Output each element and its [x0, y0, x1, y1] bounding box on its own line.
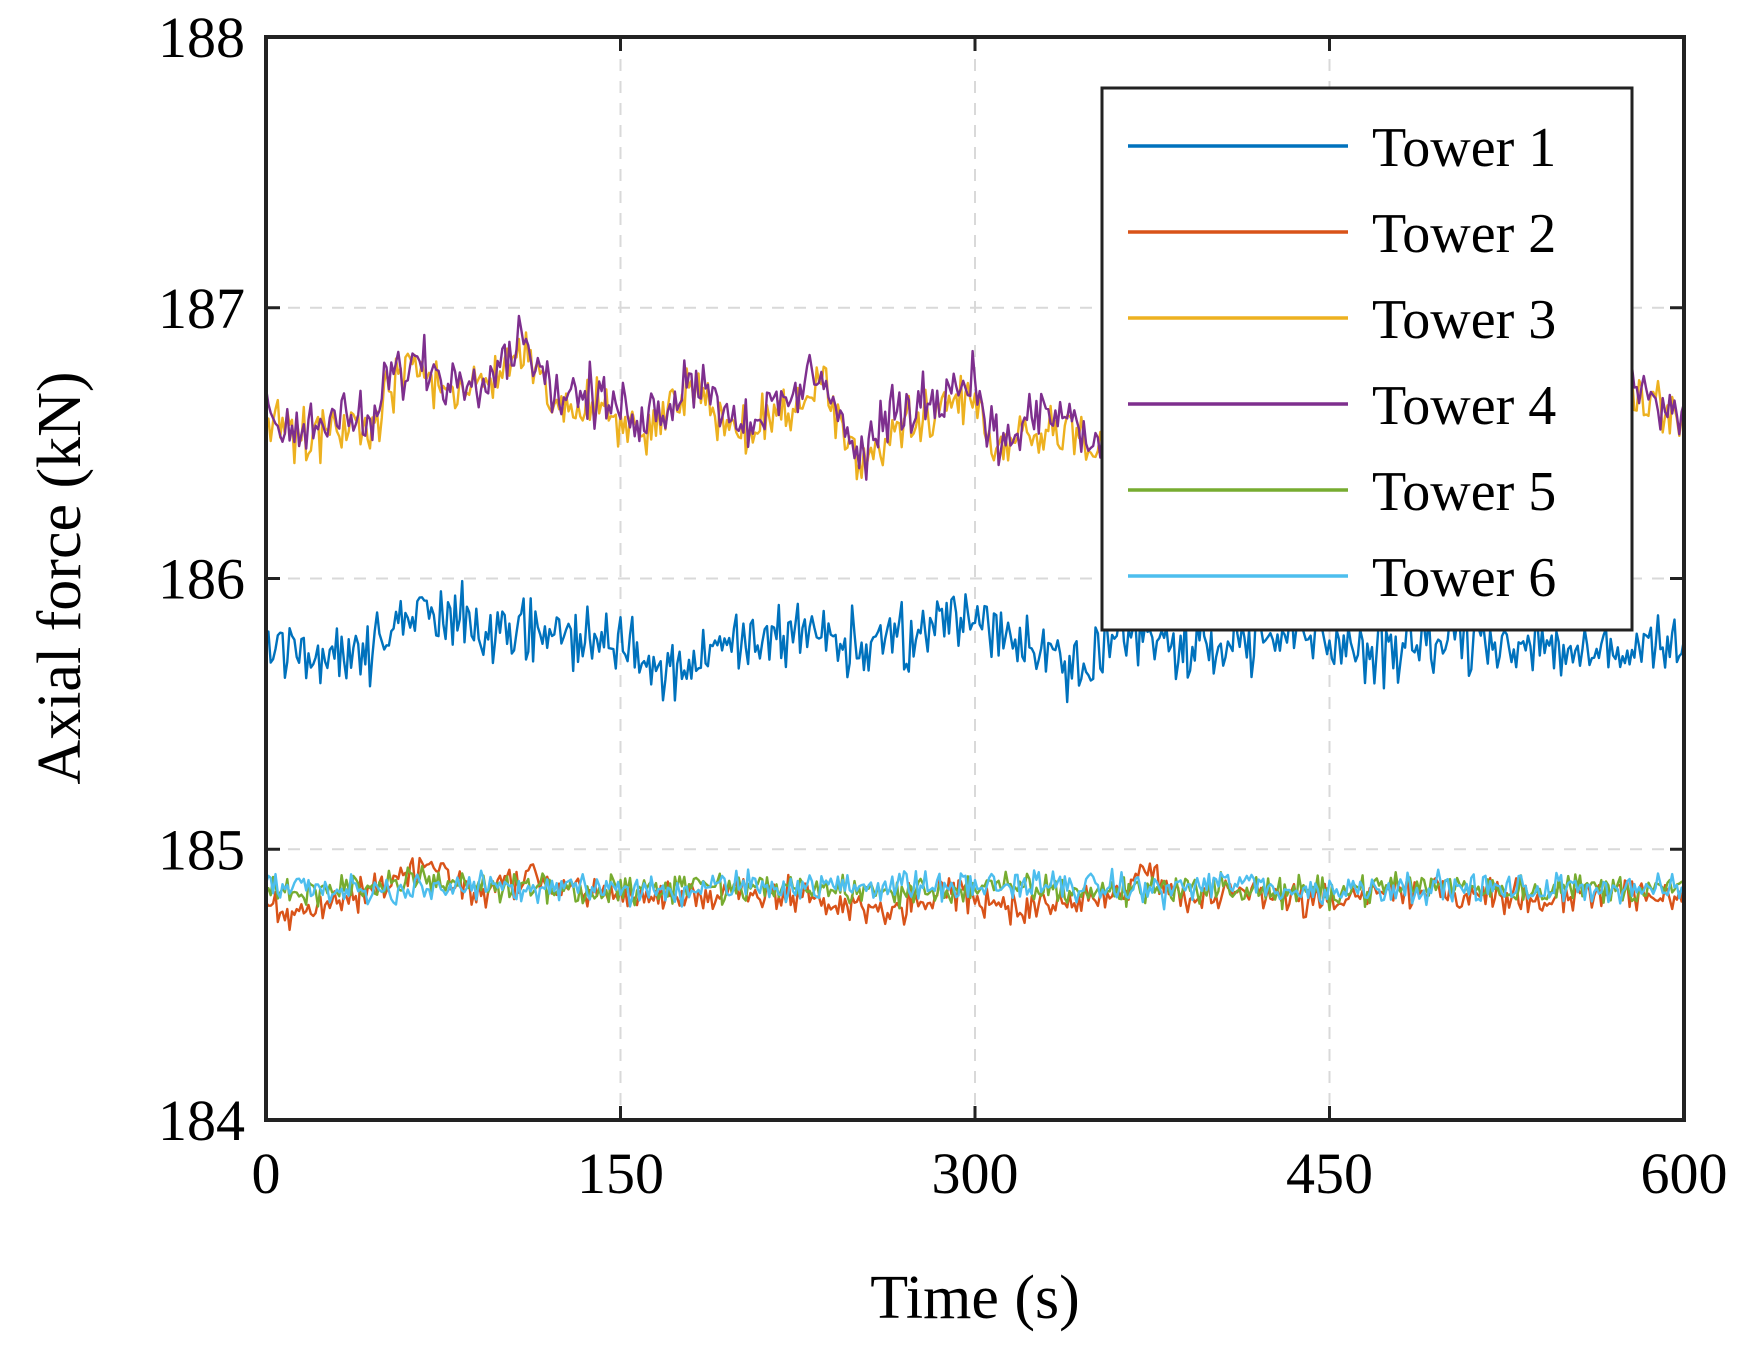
x-tick-label: 300 — [932, 1141, 1019, 1206]
x-tick-label: 450 — [1286, 1141, 1373, 1206]
series-line-tower-2 — [265, 856, 1686, 932]
y-axis-title: Axial force (kN) — [26, 371, 94, 784]
tick-labels: 0 150 300 450 600 184 185 186 187 188 — [158, 5, 1728, 1206]
y-tick-label: 187 — [158, 276, 245, 341]
y-tick-label: 186 — [158, 547, 245, 612]
series-line-tower-6 — [264, 867, 1685, 911]
legend-label-tower-1: Tower 1 — [1372, 117, 1556, 179]
x-axis-title: Time (s) — [870, 1264, 1080, 1332]
y-tick-label: 185 — [158, 817, 245, 882]
y-tick-label: 184 — [158, 1088, 245, 1153]
x-tick-label: 600 — [1641, 1141, 1728, 1206]
legend-box — [1100, 86, 1634, 632]
legend: Tower 1 Tower 2 Tower 3 Tower 4 Tower 5 Tower… — [1100, 86, 1634, 632]
legend-label-tower-4: Tower 4 — [1372, 375, 1556, 437]
y-tick-label: 188 — [158, 5, 245, 70]
legend-label-tower-2: Tower 2 — [1372, 203, 1556, 265]
legend-label-tower-3: Tower 3 — [1372, 289, 1556, 351]
legend-label-tower-6: Tower 6 — [1372, 547, 1556, 609]
legend-label-tower-5: Tower 5 — [1372, 461, 1556, 523]
x-tick-label: 150 — [577, 1141, 664, 1206]
series-line-tower-1 — [265, 579, 1686, 704]
axis-ticks — [264, 35, 1686, 1122]
x-tick-label: 0 — [252, 1141, 281, 1206]
